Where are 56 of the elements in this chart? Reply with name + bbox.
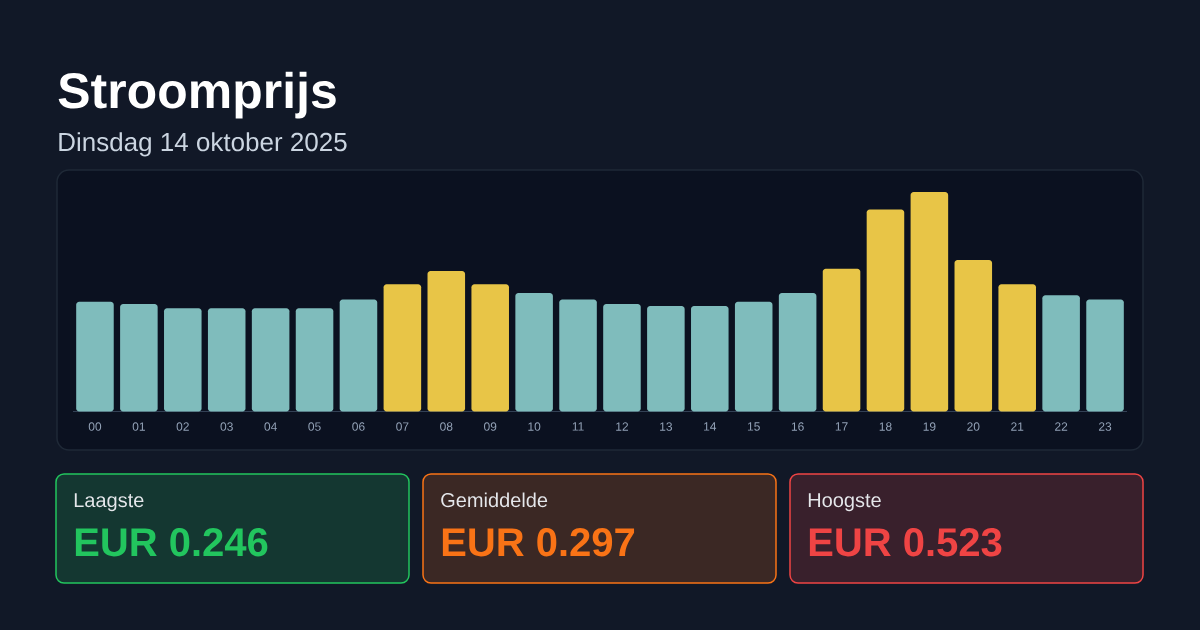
bar xyxy=(866,209,905,412)
text: Laagste xyxy=(74,493,144,512)
x-tick-label: 20 xyxy=(967,422,980,431)
bar xyxy=(515,292,553,412)
x-tick-label: 15 xyxy=(747,422,760,431)
bar xyxy=(120,303,158,412)
x-tick-label: 08 xyxy=(440,422,453,431)
bar xyxy=(76,301,114,412)
x-tick-label: 10 xyxy=(528,422,541,431)
x-tick-label: 07 xyxy=(396,422,409,431)
x-tick-label: 16 xyxy=(791,422,804,431)
bar xyxy=(164,308,202,412)
x-tick-label: 01 xyxy=(132,422,145,431)
bar xyxy=(383,284,422,412)
bar xyxy=(471,284,509,412)
chart-title: Stroomprijs xyxy=(58,71,336,119)
text: EUR 0.246 xyxy=(75,528,268,557)
x-tick-label: 21 xyxy=(1011,422,1024,431)
x-tick-label: 22 xyxy=(1055,422,1068,431)
x-tick-label: 13 xyxy=(660,422,673,431)
text: EUR 0.523 xyxy=(809,528,1002,557)
x-tick-label: 12 xyxy=(616,422,629,431)
bar xyxy=(251,308,290,412)
text: EUR 0.297 xyxy=(442,528,635,557)
bar xyxy=(559,299,597,412)
x-tick-label: 14 xyxy=(704,422,717,431)
x-tick-label: 05 xyxy=(308,422,321,431)
x-tick-label: 04 xyxy=(264,422,277,431)
x-tick-label: 11 xyxy=(572,422,584,431)
bar xyxy=(691,306,729,412)
x-tick-label: 02 xyxy=(176,422,189,431)
chart-subtitle: Dinsdag 14 oktober 2025 xyxy=(59,132,347,157)
x-tick-label: 09 xyxy=(484,422,497,431)
bar xyxy=(207,308,246,412)
bar xyxy=(734,301,773,412)
bar xyxy=(295,308,334,412)
x-tick-label: 06 xyxy=(352,422,365,431)
bar xyxy=(954,260,993,412)
bar xyxy=(998,284,1036,412)
bar xyxy=(339,299,378,412)
x-tick-label: 23 xyxy=(1098,422,1112,431)
x-tick-label: 18 xyxy=(879,422,892,431)
bar xyxy=(1086,299,1124,412)
x-tick-label: 00 xyxy=(88,422,102,431)
bar xyxy=(603,303,641,412)
bar xyxy=(778,292,817,412)
text: Hoogste xyxy=(808,493,881,512)
text: Gemiddelde xyxy=(441,492,548,508)
bar xyxy=(427,270,466,412)
bar xyxy=(910,191,949,412)
x-tick-label: 19 xyxy=(923,422,936,431)
x-tick-label: 17 xyxy=(835,422,848,431)
bar xyxy=(822,268,861,412)
bar xyxy=(1042,295,1080,412)
bar xyxy=(647,306,685,412)
x-tick-label: 03 xyxy=(220,422,233,431)
